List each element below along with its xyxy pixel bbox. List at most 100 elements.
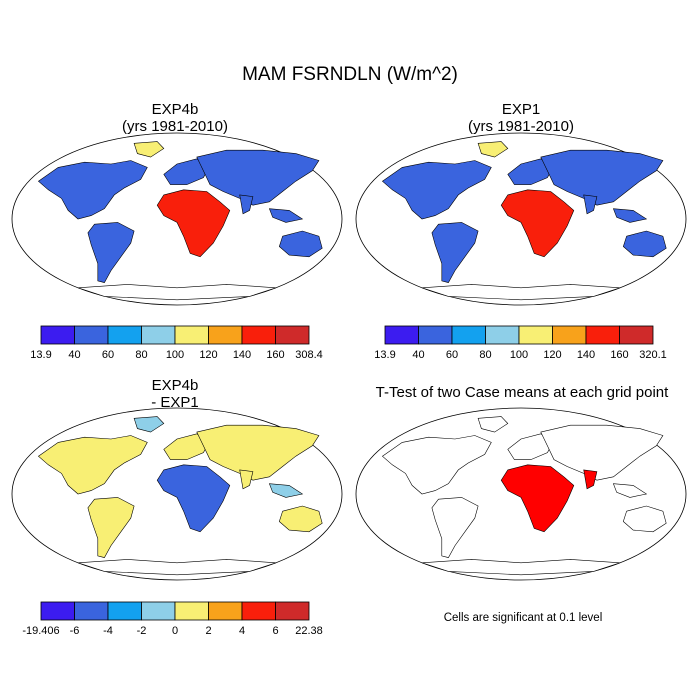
map-panel-ttest [355, 407, 687, 581]
continent-india-exp4b [239, 194, 254, 215]
colorbar-tick-label: 120 [199, 349, 217, 361]
continent-australia-ttest [622, 505, 667, 533]
continent-africa-ttest [500, 464, 575, 533]
continent-australia-diff [278, 505, 323, 533]
continent-samerica-diff [87, 497, 135, 558]
colorbar-tick-label: 13.9 [30, 349, 51, 361]
colorbar-swatch [208, 601, 243, 621]
continent-india-exp1 [583, 194, 598, 215]
colorbar-diff: -19.406 -6 -4 -2 0 2 4 6 22.38 [22, 601, 323, 637]
continent-antarctica-ttest [421, 559, 621, 576]
colorbar-tick-label: 4 [239, 625, 245, 637]
panel-title-ttest: T-Test of two Case means at each grid po… [352, 384, 692, 401]
continent-namerica-ttest [381, 435, 492, 495]
continent-seasia-exp4b [268, 208, 304, 223]
colorbar-swatch [74, 325, 109, 345]
colorbar-tick-label: 140 [233, 349, 251, 361]
continent-asia-ttest [540, 424, 664, 481]
colorbar-swatch [585, 325, 620, 345]
continent-africa-exp4b [156, 189, 231, 258]
continent-namerica-exp1 [381, 160, 492, 220]
continent-seasia-ttest [612, 483, 648, 498]
panel-title-diff-line1: EXP4b [151, 377, 199, 394]
colorbar-tick-label: 100 [166, 349, 184, 361]
continent-antarctica-diff [77, 559, 277, 576]
panel-title-exp4b-line2: (yrs 1981-2010) [122, 118, 228, 135]
colorbar-swatch [40, 601, 75, 621]
colorbar-tick-label: 100 [510, 349, 528, 361]
colorbar-tick-label: -19.406 [22, 625, 59, 637]
continent-namerica-diff [37, 435, 148, 495]
panel-title-exp1-line2: (yrs 1981-2010) [468, 118, 574, 135]
panel-title-exp1: EXP1 (yrs 1981-2010) [386, 101, 656, 135]
panel-title-ttest-line1: T-Test of two Case means at each grid po… [375, 384, 669, 401]
colorbar-swatch [40, 325, 75, 345]
colorbar-swatch [619, 325, 654, 345]
colorbar-swatch [174, 601, 209, 621]
continent-seasia-diff [268, 483, 304, 498]
colorbar-tick-label: 0 [172, 625, 178, 637]
continent-namerica-exp4b [37, 160, 148, 220]
colorbar-swatch [107, 601, 142, 621]
continent-seasia-exp1 [612, 208, 648, 223]
continent-greenland-ttest [477, 416, 509, 433]
colorbar-swatch [275, 325, 310, 345]
colorbar-tick-label: -4 [103, 625, 113, 637]
continent-samerica-exp4b [87, 222, 135, 283]
continent-samerica-ttest [431, 497, 479, 558]
colorbar-swatch [208, 325, 243, 345]
colorbar-swatch [485, 325, 520, 345]
colorbar-swatch [141, 325, 176, 345]
continent-samerica-exp1 [431, 222, 479, 283]
panel-title-diff-line2: - EXP1 [151, 394, 199, 411]
colorbar-tick-label: 80 [479, 349, 491, 361]
map-panel-exp1 [355, 132, 687, 306]
colorbar-swatch [552, 325, 587, 345]
panel-title-exp1-line1: EXP1 [501, 101, 541, 118]
colorbar-swatch [241, 601, 276, 621]
continent-australia-exp4b [278, 230, 323, 258]
continent-india-ttest [583, 469, 598, 490]
colorbar-tick-label: 160 [266, 349, 284, 361]
colorbar-exp1: 13.9 40 60 80 100 120 140 160 320.1 [374, 325, 667, 361]
colorbar-tick-label: 40 [68, 349, 80, 361]
continent-asia-exp1 [540, 149, 664, 206]
colorbar-swatch [241, 325, 276, 345]
continent-greenland-exp4b [133, 141, 165, 158]
continent-greenland-exp1 [477, 141, 509, 158]
colorbar-tick-label: 22.38 [295, 625, 323, 637]
colorbar-swatch [74, 601, 109, 621]
panel-title-exp4b-line1: EXP4b [151, 101, 199, 118]
continent-india-diff [239, 469, 254, 490]
colorbar-exp4b: 13.9 40 60 80 100 120 140 160 308.4 [30, 325, 323, 361]
panel-title-diff: EXP4b - EXP1 [40, 377, 310, 411]
colorbar-tick-label: 40 [412, 349, 424, 361]
colorbar-tick-label: -2 [137, 625, 147, 637]
colorbar-tick-label: 6 [272, 625, 278, 637]
continent-greenland-diff [133, 416, 165, 433]
map-panel-diff [11, 407, 343, 581]
colorbar-swatch [141, 601, 176, 621]
colorbar-tick-label: 13.9 [374, 349, 395, 361]
colorbar-tick-label: 2 [205, 625, 211, 637]
significance-note: Cells are significant at 0.1 level [443, 612, 603, 624]
colorbar-tick-label: 140 [577, 349, 595, 361]
colorbar-swatch [451, 325, 486, 345]
colorbar-tick-label: 120 [543, 349, 561, 361]
colorbar-tick-label: 60 [102, 349, 114, 361]
continent-australia-exp1 [622, 230, 667, 258]
continent-africa-diff [156, 464, 231, 533]
map-panel-exp4b [11, 132, 343, 306]
colorbar-swatch [107, 325, 142, 345]
continent-africa-exp1 [500, 189, 575, 258]
colorbar-tick-label: -6 [70, 625, 80, 637]
figure-title: MAM FSRNDLN (W/m^2) [242, 64, 458, 85]
colorbar-tick-label: 160 [610, 349, 628, 361]
panel-title-exp4b: EXP4b (yrs 1981-2010) [40, 101, 310, 135]
colorbar-swatch [384, 325, 419, 345]
continent-asia-diff [196, 424, 320, 481]
continent-antarctica-exp1 [421, 284, 621, 301]
colorbar-swatch [418, 325, 453, 345]
